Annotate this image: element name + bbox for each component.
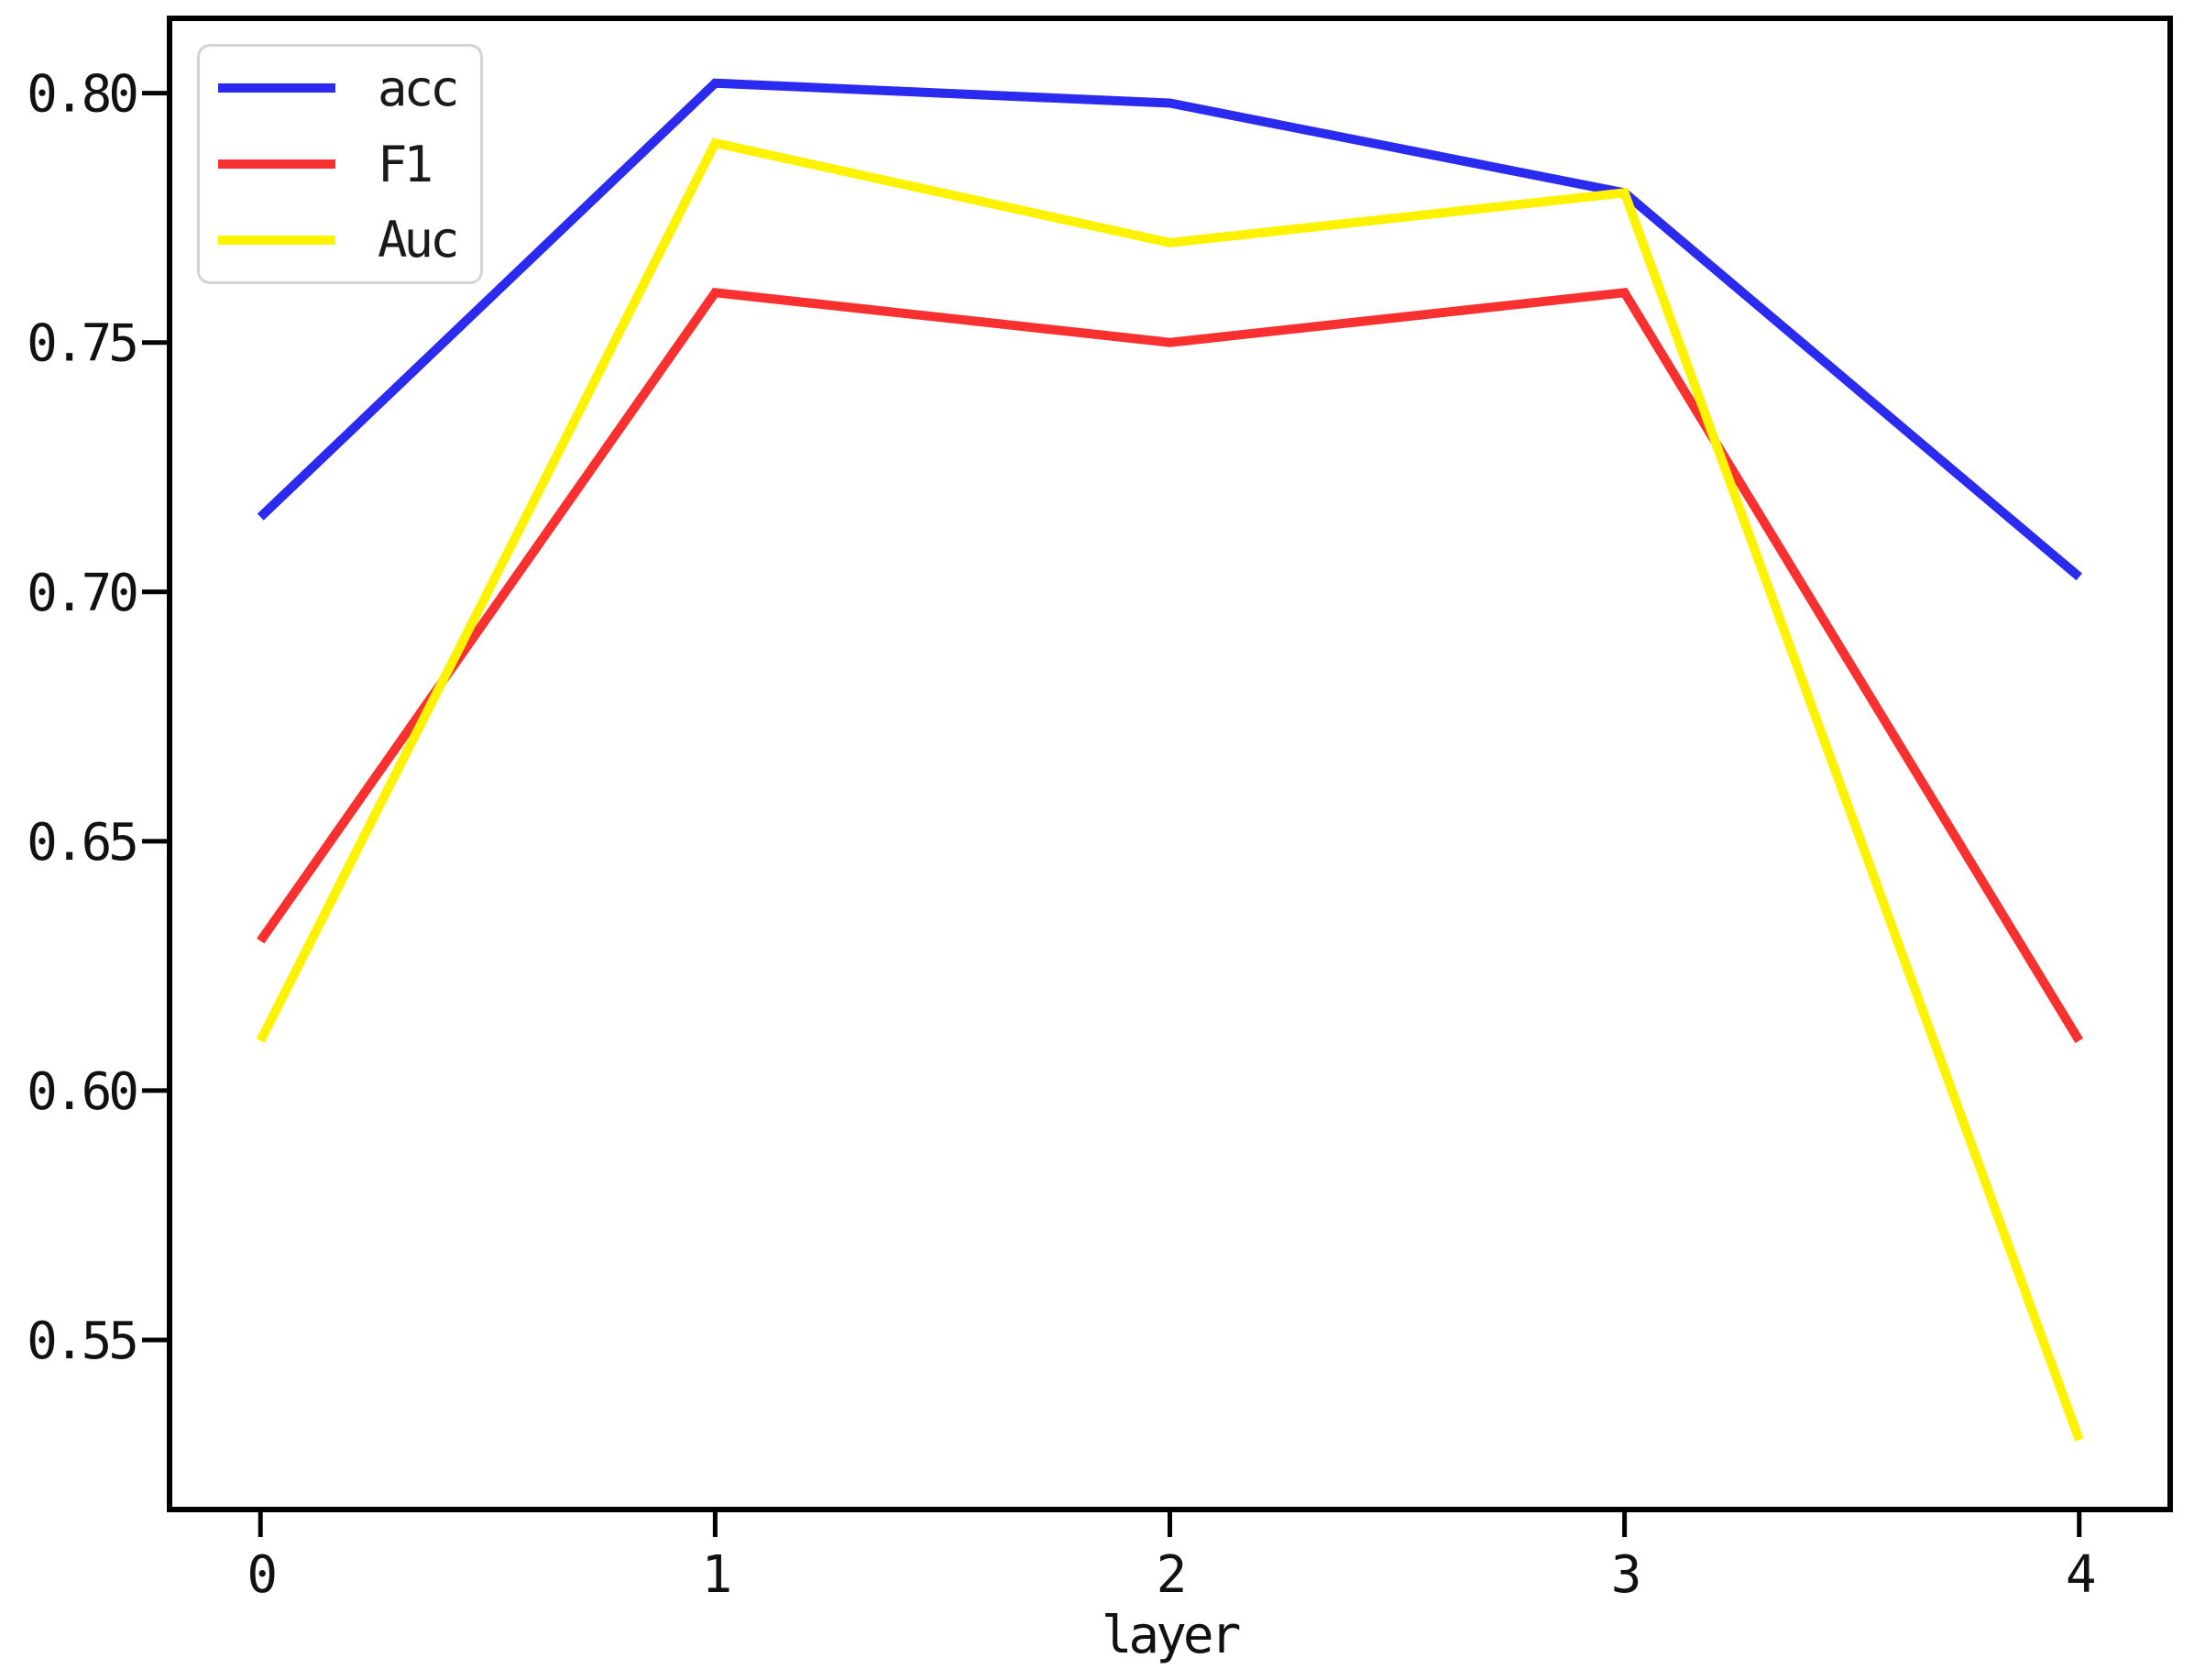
- y-tick-label: 0.55: [27, 1312, 136, 1371]
- series-line-Auc: [256, 137, 2084, 1442]
- y-tick-label: 0.70: [27, 564, 137, 623]
- legend-item-Auc: Auc: [200, 202, 480, 278]
- legend-line-swatch: [218, 159, 335, 169]
- series-line-F1: [257, 287, 2084, 1044]
- x-tick-label: 3: [1611, 1545, 1639, 1605]
- legend-label: Auc: [378, 211, 460, 269]
- y-tick-label: 0.80: [27, 65, 137, 125]
- legend-item-F1: F1: [200, 126, 480, 203]
- y-tick-label: 0.75: [27, 314, 136, 374]
- legend-label: acc: [378, 59, 460, 117]
- x-tick-label: 0: [247, 1545, 275, 1605]
- legend-box: acc F1 Auc: [197, 44, 483, 284]
- legend-item-acc: acc: [200, 50, 480, 126]
- x-tick-label: 1: [702, 1545, 730, 1605]
- x-tick-label: 2: [1157, 1545, 1184, 1605]
- y-tick-label: 0.65: [27, 813, 136, 873]
- y-tick-label: 0.60: [27, 1062, 137, 1122]
- legend-line-swatch: [218, 83, 335, 93]
- x-axis-title: layer: [1101, 1606, 1242, 1665]
- series-line-acc: [257, 78, 2082, 581]
- x-tick-label: 4: [2066, 1545, 2095, 1605]
- legend-line-swatch: [218, 235, 335, 245]
- legend-label: F1: [378, 135, 433, 193]
